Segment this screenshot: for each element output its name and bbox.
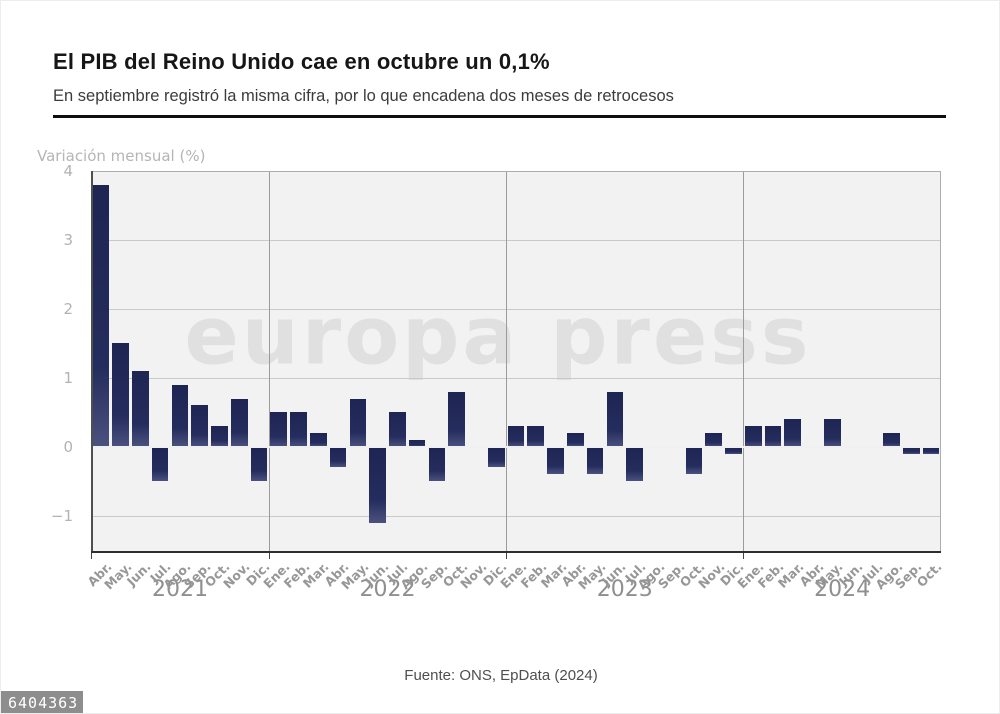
gdp-bar — [507, 426, 525, 447]
x-axis-tick — [506, 553, 508, 559]
year-separator — [268, 171, 270, 553]
gdp-bar — [310, 433, 327, 447]
gdp-bar — [211, 426, 228, 447]
x-axis-year-label: 2024 — [814, 577, 871, 602]
gridline — [91, 377, 941, 379]
gdp-bar — [922, 446, 940, 454]
image-id-badge: 6404363 — [1, 691, 83, 713]
gdp-bar — [903, 446, 920, 454]
gdp-bar — [784, 419, 802, 447]
y-tick-label: 4 — [63, 162, 73, 180]
y-tick-label: −1 — [50, 506, 73, 525]
gdp-bar — [725, 446, 742, 454]
gridline — [91, 515, 941, 517]
plot-border-top — [91, 171, 941, 172]
gdp-bar — [349, 398, 367, 447]
gdp-bar — [883, 433, 900, 447]
gdp-bar — [389, 412, 406, 447]
gdp-bar — [92, 184, 110, 447]
gdp-bar — [408, 439, 426, 447]
gdp-bar — [428, 446, 446, 482]
y-tick-label: 2 — [63, 299, 73, 318]
gdp-bar — [112, 343, 129, 447]
page-subtitle: En septiembre registró la misma cifra, p… — [53, 87, 674, 105]
page-title: El PIB del Reino Unido cae en octubre un… — [53, 49, 550, 74]
gdp-bar — [527, 426, 545, 447]
gdp-bar — [132, 370, 149, 447]
gdp-bar — [685, 446, 703, 475]
x-axis-tick — [268, 553, 270, 559]
gdp-bar — [230, 398, 248, 447]
gridline — [91, 239, 941, 241]
gdp-bar — [250, 446, 268, 482]
gdp-bar — [369, 446, 386, 523]
y-axis-title: Variación mensual (%) — [37, 147, 206, 165]
gdp-bar — [191, 405, 208, 447]
plot-border-bottom — [91, 551, 941, 553]
gdp-bar — [586, 446, 604, 475]
source-caption: Fuente: ONS, EpData (2024) — [404, 667, 598, 684]
gdp-bar — [823, 419, 841, 447]
gdp-bar — [567, 433, 584, 447]
gdp-bar — [171, 384, 189, 447]
gridline — [91, 308, 941, 310]
header-divider — [53, 115, 946, 118]
gdp-bar — [547, 446, 564, 475]
gdp-bar — [290, 412, 307, 447]
europa-press-watermark: europa press — [184, 289, 812, 383]
plot-border-right — [940, 171, 941, 553]
x-axis-year-label: 2023 — [596, 577, 653, 602]
gdp-bar — [626, 446, 643, 482]
gdp-bar — [448, 391, 465, 447]
gdp-bar — [270, 412, 288, 447]
gdp-bar — [606, 391, 624, 447]
x-axis-tick — [91, 553, 92, 559]
y-tick-label: 1 — [63, 368, 73, 387]
y-tick-label: 0 — [63, 437, 73, 456]
zero-axis-line — [91, 446, 941, 448]
gdp-bar — [151, 446, 169, 482]
gdp-bar — [705, 433, 722, 447]
gdp-bar — [744, 426, 762, 447]
x-axis-year-label: 2022 — [359, 577, 416, 602]
gdp-bar — [764, 426, 782, 447]
year-separator — [506, 171, 508, 553]
x-axis-tick — [743, 553, 745, 559]
year-separator — [743, 171, 745, 553]
gdp-bar — [487, 446, 505, 468]
y-tick-label: 3 — [63, 230, 73, 249]
x-axis-year-label: 2021 — [151, 577, 208, 602]
plot-border-left — [91, 171, 93, 553]
chart-plot-area: europa press 4 3 2 1 0 −1 2021 2022 2023 2024 Abr.… — [51, 162, 945, 602]
gdp-bar — [329, 446, 347, 468]
